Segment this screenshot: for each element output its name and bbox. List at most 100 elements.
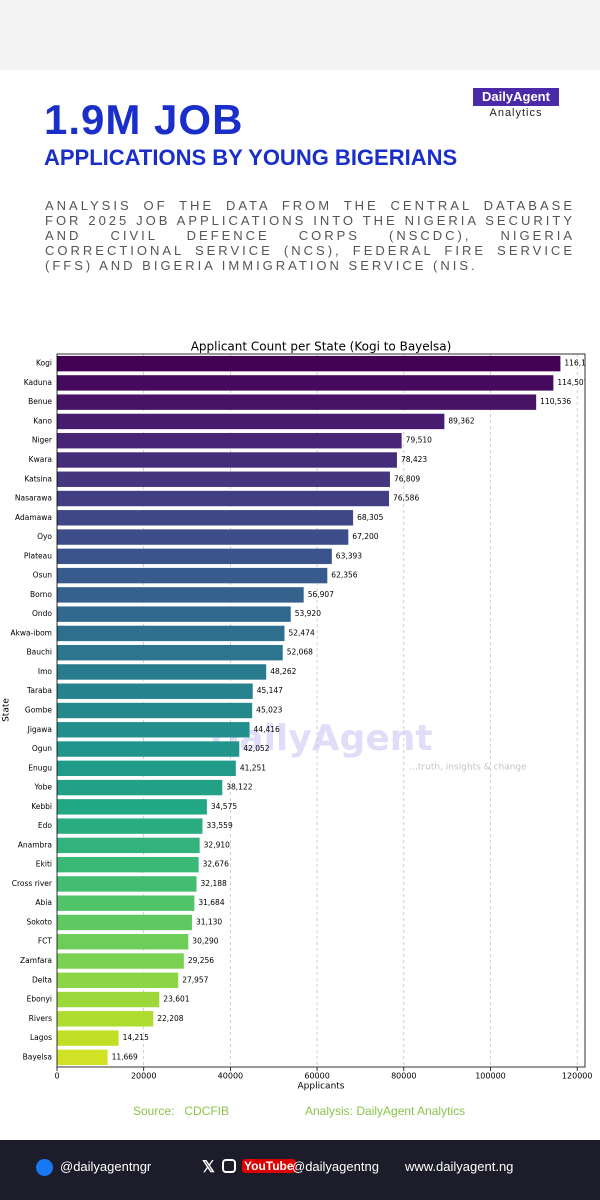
- chart: Applicant Count per State (Kogi to Bayel…: [2, 340, 593, 1092]
- value-label: 52,068: [287, 648, 313, 657]
- value-label: 31,130: [196, 917, 222, 926]
- bar: [57, 548, 332, 565]
- bar: [57, 741, 240, 757]
- value-label: 45,147: [257, 686, 283, 695]
- bar: [57, 355, 561, 372]
- top-band: [0, 0, 600, 70]
- value-label: 32,676: [203, 860, 229, 869]
- description: ANALYSIS OF THE DATA FROM THE CENTRAL DA…: [45, 198, 575, 273]
- y-tick-label: Anambra: [18, 840, 52, 849]
- value-label: 62,356: [331, 571, 357, 580]
- y-tick-label: Ondo: [32, 609, 52, 618]
- bar: [57, 760, 236, 777]
- bar: [57, 471, 390, 487]
- value-label: 76,809: [394, 474, 420, 483]
- bar: [57, 837, 200, 854]
- value-label: 48,262: [270, 667, 296, 676]
- y-tick-label: Taraba: [26, 686, 52, 695]
- y-tick-label: Osun: [33, 571, 53, 580]
- bar: [57, 490, 389, 507]
- value-label: 34,575: [211, 802, 237, 811]
- chart-title: Applicant Count per State (Kogi to Bayel…: [191, 340, 452, 354]
- subtitle: APPLICATIONS BY YOUNG BIGERIANS: [44, 145, 458, 170]
- bar: [57, 375, 554, 391]
- bar: [57, 914, 192, 931]
- y-axis-label: State: [2, 698, 12, 722]
- y-tick-label: Katsina: [24, 474, 52, 483]
- y-tick-label: Bayelsa: [23, 1052, 52, 1061]
- x-axis-label: Applicants: [298, 1082, 345, 1092]
- y-tick-label: Delta: [32, 975, 52, 984]
- bar: [57, 664, 267, 680]
- instagram-icon: [222, 1159, 236, 1173]
- y-tick-label: Imo: [38, 667, 53, 676]
- bar: [57, 895, 195, 911]
- value-label: 45,023: [256, 706, 282, 715]
- facebook-handle[interactable]: @dailyagentngr: [60, 1159, 152, 1174]
- value-label: 23,601: [163, 995, 189, 1004]
- value-label: 44,416: [254, 725, 280, 734]
- y-tick-label: Sokoto: [26, 917, 52, 926]
- value-label: 42,052: [243, 744, 269, 753]
- title: 1.9M JOB: [44, 96, 244, 143]
- y-tick-label: Oyo: [37, 532, 52, 541]
- value-label: 114,507: [557, 378, 588, 387]
- bar: [57, 818, 203, 834]
- plot: 116,130 114,507 110,536 89,362 79,510 78,423 7…: [57, 354, 588, 1067]
- bar: [57, 510, 354, 526]
- bar: [57, 394, 537, 410]
- bar: [57, 567, 328, 584]
- facebook-icon: [36, 1159, 53, 1176]
- bar: [57, 529, 349, 545]
- y-tick-label: Adamawa: [15, 513, 52, 522]
- y-tick-label: Benue: [28, 397, 52, 406]
- x-tick-label: 120000: [562, 1072, 593, 1081]
- analysis: Analysis: DailyAgent Analytics: [305, 1104, 466, 1118]
- value-label: 38,122: [226, 783, 252, 792]
- footer-bar: [0, 1140, 600, 1200]
- y-tick-label: Cross river: [12, 879, 53, 888]
- y-tick-label: Jigawa: [27, 725, 52, 734]
- y-tick-label: Lagos: [30, 1033, 52, 1042]
- watermark-tagline: ...truth, insights & change: [409, 763, 527, 773]
- value-label: 32,188: [201, 879, 227, 888]
- y-tick-label: Ebonyi: [27, 995, 52, 1004]
- bar: [57, 1049, 108, 1066]
- y-tick-label: Kaduna: [24, 378, 52, 387]
- bar: [57, 972, 179, 988]
- value-label: 29,256: [188, 956, 214, 965]
- value-label: 89,362: [448, 416, 474, 425]
- bar: [57, 644, 283, 661]
- bar: [57, 934, 189, 950]
- y-tick-label: FCT: [38, 937, 53, 946]
- value-label: 14,215: [123, 1033, 149, 1042]
- y-tick-label: Nasarawa: [15, 494, 52, 503]
- bar: [57, 991, 160, 1008]
- bar: [57, 587, 304, 603]
- y-tick-label: Rivers: [29, 1014, 52, 1023]
- x-tick-label: 20000: [131, 1072, 156, 1081]
- y-tick-label: Yobe: [33, 783, 52, 792]
- value-label: 33,559: [206, 821, 232, 830]
- social-handle[interactable]: @dailyagentng: [292, 1159, 379, 1174]
- bar: [57, 876, 197, 892]
- bar: [57, 433, 402, 449]
- value-label: 68,305: [357, 513, 383, 522]
- y-tick-label: Niger: [32, 436, 53, 445]
- value-label: 63,393: [336, 551, 362, 560]
- source: Source: CDCFIB: [133, 1104, 230, 1118]
- bar: [57, 413, 445, 430]
- x-icon: 𝕏: [202, 1159, 215, 1176]
- y-tick-label: Abia: [35, 898, 52, 907]
- value-label: 78,423: [401, 455, 427, 464]
- x-tick-label: 100000: [475, 1072, 506, 1081]
- website[interactable]: www.dailyagent.ng: [405, 1159, 514, 1174]
- x-tick-label: 0: [54, 1072, 59, 1081]
- bar: [57, 799, 207, 815]
- value-label: 30,290: [192, 937, 218, 946]
- value-label: 22,208: [157, 1014, 183, 1023]
- y-tick-label: Zamfara: [20, 956, 52, 965]
- value-label: 41,251: [240, 763, 266, 772]
- value-label: 79,510: [406, 436, 432, 445]
- y-tick-label: Plateau: [24, 551, 52, 560]
